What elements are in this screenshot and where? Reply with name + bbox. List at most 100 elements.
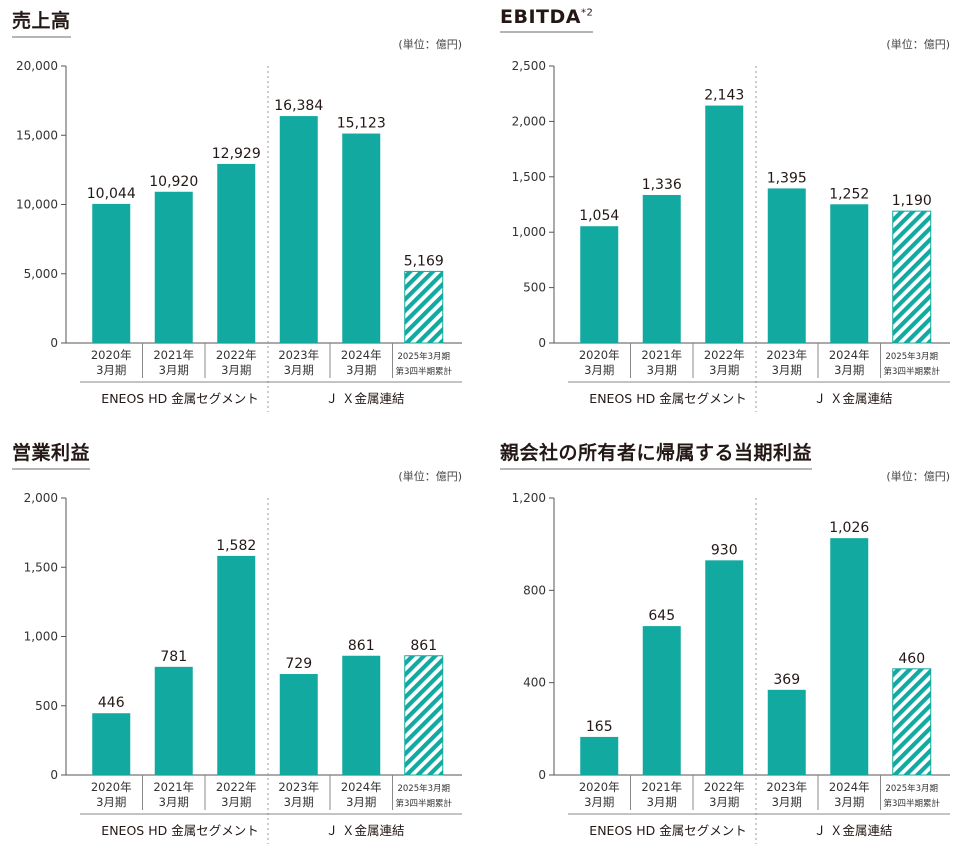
bar xyxy=(342,133,381,343)
bar xyxy=(217,163,256,343)
y-tick-label: 1,200 xyxy=(512,491,546,505)
segment-label-eneos: ENEOS HD 金属セグメント xyxy=(589,823,746,838)
bar xyxy=(830,538,869,775)
x-tick-label: 3月期 xyxy=(346,363,376,377)
data-label: 1,026 xyxy=(829,520,869,536)
segment-label-eneos: ENEOS HD 金属セグメント xyxy=(101,391,258,406)
bar xyxy=(279,674,318,775)
data-label: 1,336 xyxy=(642,177,682,193)
x-tick-label: 3月期 xyxy=(221,363,251,377)
bar xyxy=(92,203,131,343)
unit-label: (単位：億円) xyxy=(886,470,950,483)
bar xyxy=(705,105,744,343)
bar xyxy=(642,626,681,775)
chart-title: 営業利益 xyxy=(12,438,91,470)
x-tick-label: 3月期 xyxy=(159,795,189,809)
x-tick-label: 3月期 xyxy=(772,363,802,377)
x-tick-label: 3月期 xyxy=(159,363,189,377)
data-label: 10,044 xyxy=(87,186,136,202)
chart-title: 売上高 xyxy=(12,6,71,38)
x-tick-label: 2025年3月期 xyxy=(397,351,450,362)
x-tick-label: 第3四半期累計 xyxy=(884,798,941,809)
x-tick-label: 2025年3月期 xyxy=(885,351,938,362)
x-tick-label: 2020年 xyxy=(91,348,132,362)
x-tick-label: 2023年 xyxy=(278,780,319,794)
y-tick-label: 0 xyxy=(538,768,546,782)
data-label: 1,582 xyxy=(216,538,256,554)
chart-title: EBITDA*2 xyxy=(500,6,594,33)
chart-panel-net-profit: 親会社の所有者に帰属する当期利益 (単位：億円) 0 400 800 1,200 165… xyxy=(488,432,958,847)
bar xyxy=(767,188,806,343)
x-tick-label: 2023年 xyxy=(766,780,807,794)
bar xyxy=(892,668,932,776)
y-tick-label: 1,000 xyxy=(24,630,58,644)
x-tick-label: 2021年 xyxy=(153,348,194,362)
data-label: 16,384 xyxy=(274,98,323,114)
chart-panel-sales: 売上高 (単位：億円) 0 5,000 10,000 15,000 20,000 10,0… xyxy=(0,0,470,415)
y-tick-label: 0 xyxy=(50,768,58,782)
segment-label-eneos: ENEOS HD 金属セグメント xyxy=(101,823,258,838)
bar xyxy=(217,555,256,775)
y-tick-label: 2,000 xyxy=(24,491,58,505)
data-label: 645 xyxy=(648,608,675,624)
ebitda-bar-chart: 05001,0001,5002,0002,5001,0542020年3月期1,3… xyxy=(512,59,950,412)
x-tick-label: 3月期 xyxy=(346,795,376,809)
y-tick-label: 1,500 xyxy=(24,560,58,574)
x-tick-label: 3月期 xyxy=(647,363,677,377)
data-label: 15,123 xyxy=(337,116,386,132)
chart-panel-ebitda: EBITDA*2 (単位：億円) 0 500 1,000 1,500 2,000 2,50… xyxy=(488,0,958,415)
data-label: 446 xyxy=(98,695,125,711)
bar xyxy=(92,713,131,775)
unit-label: (単位：億円) xyxy=(886,38,950,51)
x-tick-label: 3月期 xyxy=(284,363,314,377)
chart-title: 親会社の所有者に帰属する当期利益 xyxy=(500,438,813,470)
x-tick-label: 2020年 xyxy=(579,348,620,362)
bar xyxy=(404,655,444,776)
x-tick-label: 第3四半期累計 xyxy=(884,366,941,377)
y-tick-label: 0 xyxy=(50,336,58,350)
x-tick-label: 2023年 xyxy=(278,348,319,362)
x-tick-label: 3月期 xyxy=(221,795,251,809)
data-label: 1,054 xyxy=(579,208,619,224)
y-tick-label: 1,000 xyxy=(512,225,546,239)
bar xyxy=(642,194,681,343)
x-tick-label: 2024年 xyxy=(829,780,870,794)
bar xyxy=(580,736,619,775)
x-tick-label: 2024年 xyxy=(829,348,870,362)
data-label: 1,252 xyxy=(829,186,869,202)
x-tick-label: 3月期 xyxy=(709,363,739,377)
data-label: 10,920 xyxy=(149,174,198,190)
data-label: 12,929 xyxy=(212,146,261,162)
x-tick-label: 2021年 xyxy=(641,348,682,362)
y-tick-label: 500 xyxy=(523,281,546,295)
x-tick-label: 3月期 xyxy=(647,795,677,809)
data-label: 2,143 xyxy=(704,88,744,104)
y-tick-label: 800 xyxy=(523,583,546,597)
data-label: 369 xyxy=(773,672,800,688)
segment-label-eneos: ENEOS HD 金属セグメント xyxy=(589,391,746,406)
y-tick-label: 5,000 xyxy=(24,267,58,281)
bar xyxy=(279,116,318,343)
bar xyxy=(404,270,444,344)
data-label: 729 xyxy=(285,656,312,672)
unit-label: (単位：億円) xyxy=(398,38,462,51)
y-tick-label: 2,000 xyxy=(512,114,546,128)
chart-panel-operating-profit: 営業利益 (単位：億円) 0 500 1,000 1,500 2,000 446 2020年… xyxy=(0,432,470,847)
x-tick-label: 3月期 xyxy=(584,795,614,809)
x-tick-label: 2020年 xyxy=(579,780,620,794)
data-label: 861 xyxy=(410,638,437,654)
x-tick-label: 2020年 xyxy=(91,780,132,794)
bar xyxy=(342,655,381,775)
x-tick-label: 2023年 xyxy=(766,348,807,362)
bar xyxy=(154,191,193,343)
x-tick-label: 2021年 xyxy=(641,780,682,794)
bar xyxy=(767,689,806,775)
y-tick-label: 15,000 xyxy=(16,128,58,142)
x-tick-label: 2022年 xyxy=(216,348,257,362)
y-tick-label: 10,000 xyxy=(16,198,58,212)
data-label: 460 xyxy=(898,651,925,667)
bar xyxy=(154,666,193,775)
x-tick-label: 3月期 xyxy=(96,363,126,377)
segment-label-jx: Ｊ Ｘ金属連結 xyxy=(326,391,405,406)
y-tick-label: 1,500 xyxy=(512,170,546,184)
